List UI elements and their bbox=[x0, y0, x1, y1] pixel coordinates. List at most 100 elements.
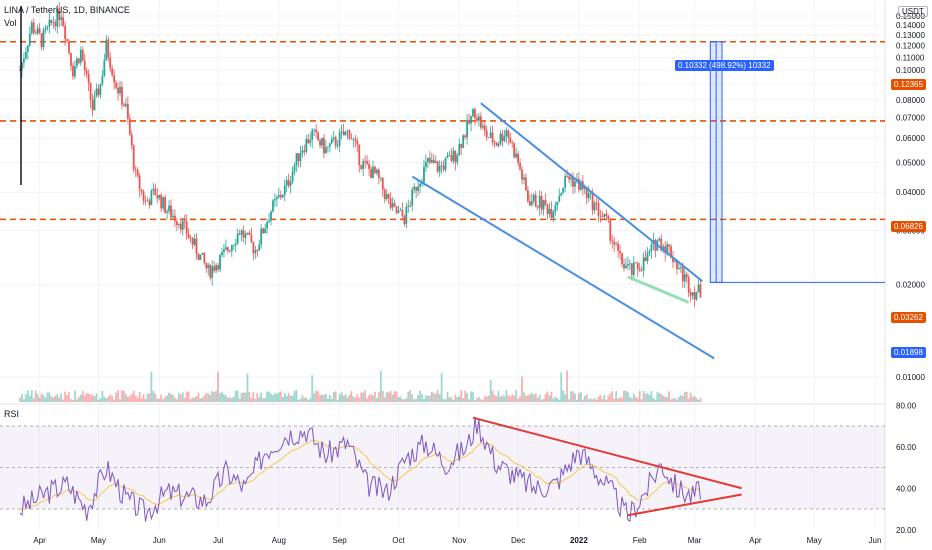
candle-body bbox=[354, 139, 357, 141]
candle-body bbox=[440, 165, 443, 167]
candle-body bbox=[183, 220, 186, 222]
candle-body bbox=[91, 99, 94, 111]
volume-bar bbox=[458, 396, 461, 402]
volume-bar bbox=[319, 394, 321, 402]
candle-body bbox=[289, 181, 292, 186]
volume-bar bbox=[223, 394, 225, 402]
volume-bar bbox=[152, 390, 155, 402]
candle-body bbox=[511, 142, 514, 144]
candle-body bbox=[175, 221, 178, 226]
volume-bar bbox=[540, 399, 543, 402]
candle-body bbox=[383, 189, 386, 200]
candle-body bbox=[19, 70, 21, 71]
candle-body bbox=[489, 132, 492, 138]
volume-bar bbox=[350, 391, 353, 402]
candle-body bbox=[240, 230, 243, 235]
candle-body bbox=[677, 268, 680, 269]
volume-bar bbox=[154, 393, 157, 402]
candle-body bbox=[668, 244, 670, 247]
volume-bar bbox=[666, 397, 669, 402]
candle-body bbox=[426, 157, 429, 162]
candle-body bbox=[23, 58, 25, 63]
price-tick-label: 0.12000 bbox=[896, 42, 925, 51]
volume-bar bbox=[91, 394, 94, 402]
candle-body bbox=[497, 143, 500, 146]
volume-bar bbox=[281, 397, 284, 402]
time-tick-label: Apr bbox=[33, 536, 46, 545]
candle-body bbox=[605, 213, 608, 217]
candle-body bbox=[623, 263, 625, 269]
volume-bar bbox=[625, 390, 627, 402]
volume-bar bbox=[260, 392, 263, 402]
time-tick-label: Mar bbox=[688, 536, 702, 545]
volume-bar bbox=[24, 394, 27, 402]
volume-bar bbox=[93, 396, 96, 402]
volume-bar bbox=[123, 390, 125, 402]
volume-bar bbox=[495, 396, 498, 402]
candle-body bbox=[448, 155, 451, 157]
candle-body bbox=[50, 19, 53, 23]
candle-body bbox=[646, 252, 649, 261]
candle-body bbox=[379, 177, 382, 179]
currency-badge[interactable]: USDT bbox=[898, 6, 928, 17]
candle-body bbox=[344, 131, 347, 136]
volume-bar bbox=[372, 395, 374, 402]
candle-body bbox=[527, 190, 529, 202]
price-tag-3: 0.03262 bbox=[891, 312, 926, 323]
candle-body bbox=[60, 17, 63, 20]
candle-body bbox=[332, 137, 335, 139]
volume-bar bbox=[221, 391, 223, 402]
time-tick-label: Nov bbox=[452, 536, 466, 545]
volume-bar bbox=[527, 395, 529, 402]
volume-label: Vol bbox=[4, 18, 17, 28]
price-tick-label: 0.10000 bbox=[896, 66, 925, 75]
volume-bar bbox=[121, 390, 123, 402]
volume-bar bbox=[54, 395, 57, 402]
volume-bar bbox=[464, 390, 467, 402]
candle-body bbox=[205, 262, 208, 269]
volume-bar bbox=[346, 397, 349, 402]
candle-body bbox=[21, 62, 23, 71]
volume-bar bbox=[113, 399, 116, 402]
candle-body bbox=[93, 96, 96, 111]
candle-body bbox=[536, 206, 539, 208]
candle-body bbox=[372, 166, 374, 179]
candle-body bbox=[303, 150, 306, 152]
volume-bar bbox=[699, 397, 702, 402]
volume-bar bbox=[209, 394, 212, 402]
rsi-tick-label: 60.00 bbox=[896, 443, 917, 452]
candle-body bbox=[458, 143, 461, 155]
candle-body bbox=[483, 125, 486, 131]
candle-body bbox=[209, 264, 212, 278]
volume-bar bbox=[30, 390, 33, 402]
volume-bar bbox=[313, 393, 316, 402]
candle-body bbox=[436, 161, 439, 172]
candle-body bbox=[297, 153, 300, 162]
volume-bar bbox=[62, 399, 65, 402]
volume-bar bbox=[28, 395, 31, 402]
candle-body bbox=[207, 264, 210, 269]
candle-body bbox=[525, 177, 527, 191]
volume-bar bbox=[60, 393, 63, 402]
candle-body bbox=[162, 197, 165, 209]
volume-bar bbox=[677, 397, 680, 402]
volume-bar bbox=[389, 390, 392, 402]
candle-body bbox=[487, 137, 490, 139]
volume-bar bbox=[536, 397, 539, 402]
candle-body bbox=[466, 119, 469, 138]
volume-bar bbox=[297, 399, 300, 402]
volume-bar bbox=[568, 399, 570, 402]
candle-body bbox=[238, 233, 241, 235]
candle-body bbox=[397, 210, 400, 213]
volume-bar bbox=[58, 397, 61, 402]
candle-body bbox=[28, 33, 31, 46]
volume-bar bbox=[207, 393, 210, 402]
volume-bar bbox=[370, 394, 372, 402]
volume-bar bbox=[34, 390, 37, 402]
volume-bar bbox=[19, 397, 21, 402]
volume-bar bbox=[303, 397, 306, 402]
volume-bar bbox=[579, 392, 582, 402]
volume-bar bbox=[444, 399, 447, 402]
volume-bar bbox=[40, 393, 43, 402]
candle-body bbox=[505, 130, 508, 137]
